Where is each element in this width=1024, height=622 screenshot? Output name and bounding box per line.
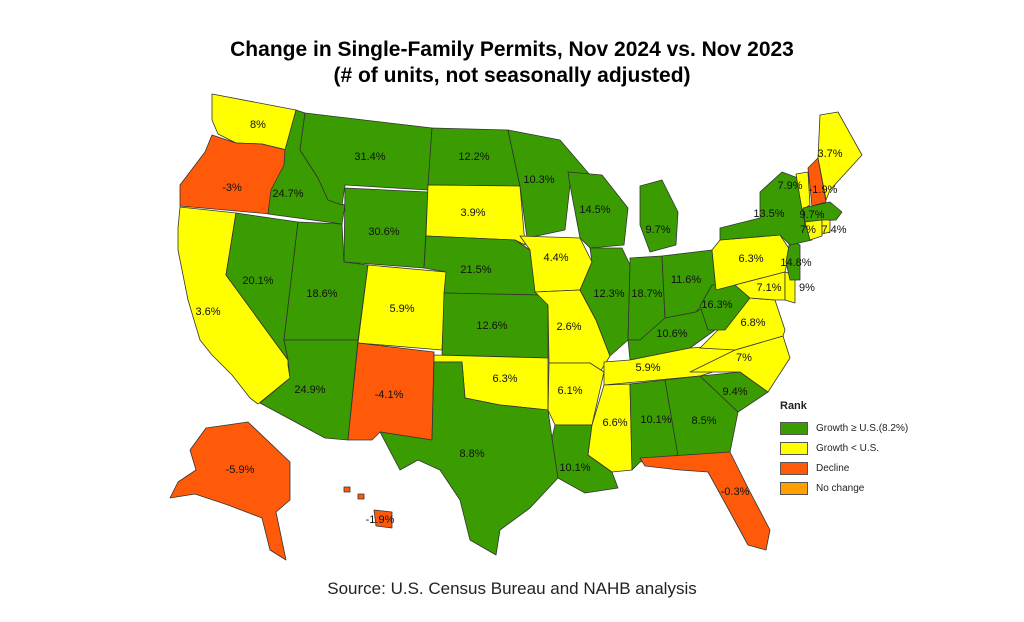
source-note: Source: U.S. Census Bureau and NAHB anal…: [327, 579, 697, 598]
legend-item-decline: Decline: [780, 458, 908, 478]
state-label-VT: 7.9%: [777, 180, 802, 192]
state-label-AR: 6.1%: [557, 385, 582, 397]
state-label-LA: 10.1%: [559, 462, 590, 474]
state-label-CT: 7%: [800, 224, 816, 236]
state-IL[interactable]: [579, 247, 631, 357]
state-label-AZ: 24.9%: [294, 384, 325, 396]
state-label-ND: 12.2%: [458, 151, 489, 163]
state-label-MN: 10.3%: [523, 174, 554, 186]
state-label-IN: 18.7%: [631, 288, 662, 300]
state-label-MA: 9.7%: [799, 209, 824, 221]
map-subtitle: (# of units, not seasonally adjusted): [333, 64, 691, 87]
legend-item-growth-below: Growth < U.S.: [780, 438, 908, 458]
state-label-ME: 3.7%: [817, 148, 842, 160]
state-NY[interactable]: [719, 171, 813, 246]
state-label-MO: 2.6%: [556, 321, 581, 333]
state-label-NC: 7%: [736, 352, 752, 364]
state-label-OH: 11.6%: [671, 274, 702, 286]
state-label-MT: 31.4%: [354, 151, 385, 163]
state-label-CO: 5.9%: [389, 303, 414, 315]
state-MD[interactable]: [734, 271, 786, 301]
state-HI[interactable]: [373, 509, 393, 529]
state-label-WI: 14.5%: [579, 204, 610, 216]
state-label-KS: 12.6%: [476, 320, 507, 332]
state-label-OK: 6.3%: [492, 373, 517, 385]
state-VT[interactable]: [795, 171, 811, 211]
legend-item-growth-above: Growth ≥ U.S.(8.2%): [780, 418, 908, 438]
state-label-AK: -5.9%: [226, 464, 255, 476]
state-label-NY: 13.5%: [753, 208, 784, 220]
state-label-UT: 18.6%: [306, 288, 337, 300]
state-SD[interactable]: [425, 184, 526, 246]
legend-swatch: [780, 421, 808, 435]
state-GA[interactable]: [664, 375, 739, 457]
state-FL[interactable]: [639, 451, 771, 551]
state-label-MI: 9.7%: [645, 224, 670, 236]
state-MA[interactable]: [802, 201, 843, 223]
state-TX[interactable]: [379, 361, 559, 556]
state-label-WV: 16.3%: [701, 299, 732, 311]
state-label-VA: 6.8%: [740, 317, 765, 329]
state-label-IL: 12.3%: [593, 288, 624, 300]
state-label-NE: 21.5%: [460, 264, 491, 276]
state-NH[interactable]: [807, 157, 827, 207]
state-MN[interactable]: [507, 129, 591, 239]
state-label-NJ: 14.8%: [780, 257, 811, 269]
legend-label: Growth < U.S.: [816, 442, 880, 454]
state-label-CA: 3.6%: [195, 306, 220, 318]
state-RI[interactable]: [821, 219, 831, 235]
legend: Rank Growth ≥ U.S.(8.2%) Growth < U.S. D…: [780, 400, 908, 498]
map-title: Change in Single-Family Permits, Nov 202…: [230, 38, 794, 61]
state-label-TN: 5.9%: [635, 362, 660, 374]
state-MI[interactable]: [639, 179, 679, 253]
legend-label: No change: [816, 482, 865, 494]
state-label-ID: 24.7%: [272, 188, 303, 200]
legend-label: Growth ≥ U.S.(8.2%): [816, 422, 909, 434]
state-ME[interactable]: [817, 111, 863, 201]
legend-swatch: [780, 441, 808, 455]
state-label-HI: -1.9%: [366, 514, 395, 526]
hi-island-kauai: [343, 486, 351, 493]
state-label-MS: 6.6%: [602, 417, 627, 429]
state-label-KY: 10.6%: [656, 328, 687, 340]
legend-swatch: [780, 461, 808, 475]
state-label-WA: 8%: [250, 119, 266, 131]
state-label-GA: 8.5%: [691, 415, 716, 427]
state-NJ[interactable]: [785, 239, 801, 281]
state-label-NV: 20.1%: [242, 275, 273, 287]
state-label-OR: -3%: [222, 182, 242, 194]
state-label-RI: 7.4%: [821, 224, 846, 236]
state-label-PA: 6.3%: [738, 253, 763, 265]
legend-item-no-change: No change: [780, 478, 908, 498]
state-labels: 8% -3% 3.6% 24.7% 20.1% 31.4% 30.6% 18.6% 24.9% 5…: [195, 119, 846, 526]
legend-swatch: [780, 481, 808, 495]
state-label-NM: -4.1%: [375, 389, 404, 401]
state-CT[interactable]: [804, 219, 823, 241]
state-label-SD: 3.9%: [460, 207, 485, 219]
state-label-IA: 4.4%: [543, 252, 568, 264]
state-label-AL: 10.1%: [640, 414, 671, 426]
state-label-TX: 8.8%: [459, 448, 484, 460]
state-label-SC: 9.4%: [722, 386, 747, 398]
state-WI[interactable]: [567, 171, 629, 249]
state-KS[interactable]: [441, 292, 549, 359]
state-label-FL: -0.3%: [721, 486, 750, 498]
legend-label: Decline: [816, 462, 850, 474]
state-label-MD: 7.1%: [756, 282, 781, 294]
state-label-WY: 30.6%: [368, 226, 399, 238]
state-label-NH: -1.9%: [809, 184, 838, 196]
state-AK[interactable]: [169, 421, 291, 561]
hi-island-oahu: [357, 493, 365, 500]
legend-title: Rank: [780, 400, 807, 412]
state-label-DE: 9%: [799, 282, 815, 294]
